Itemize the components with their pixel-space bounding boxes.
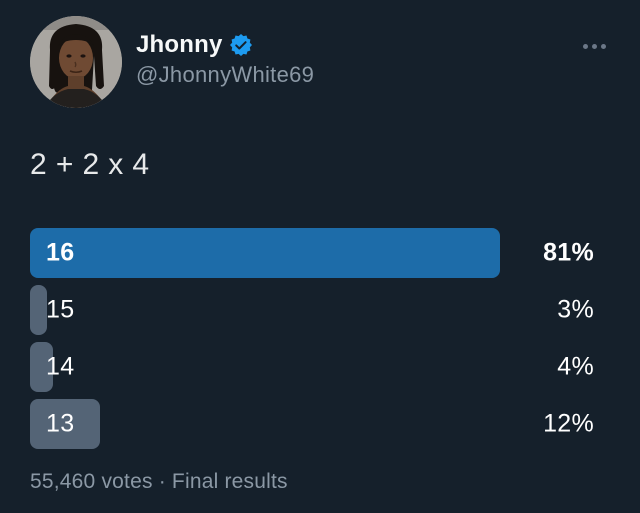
display-name[interactable]: Jhonny [136,31,223,58]
tweet-header: Jhonny @JhonnyWhite69 [30,0,610,108]
poll-bar [30,342,54,392]
poll-row[interactable]: 14 4% [30,342,610,392]
user-handle[interactable]: @JhonnyWhite69 [136,62,315,87]
tweet-text: 2 + 2 x 4 [30,148,150,181]
poll-option-label: 15 [46,295,75,324]
poll-row[interactable]: 16 81% [30,228,610,278]
name-row: Jhonny [136,33,314,57]
poll-bar [30,228,500,278]
poll-option-label: 14 [46,352,75,381]
poll-row[interactable]: 15 3% [30,285,610,335]
avatar[interactable] [30,16,122,108]
poll-row[interactable]: 13 12% [30,399,610,449]
verified-badge-icon [229,34,252,56]
poll-percent: 81% [543,238,594,267]
poll-percent: 12% [543,409,594,438]
more-menu-icon[interactable] [579,40,610,53]
user-info: Jhonny @JhonnyWhite69 [136,33,314,86]
poll-footer[interactable]: 55,460 votes · Final results [30,470,288,493]
poll-bar [30,285,48,335]
poll-bar [30,399,100,449]
poll-percent: 3% [557,295,594,324]
poll-percent: 4% [557,352,594,381]
poll-option-label: 13 [46,409,75,438]
poll-option-label: 16 [46,238,75,267]
avatar-image [30,16,122,108]
poll: 16 81% 15 3% 14 4% 13 12% [30,228,610,449]
